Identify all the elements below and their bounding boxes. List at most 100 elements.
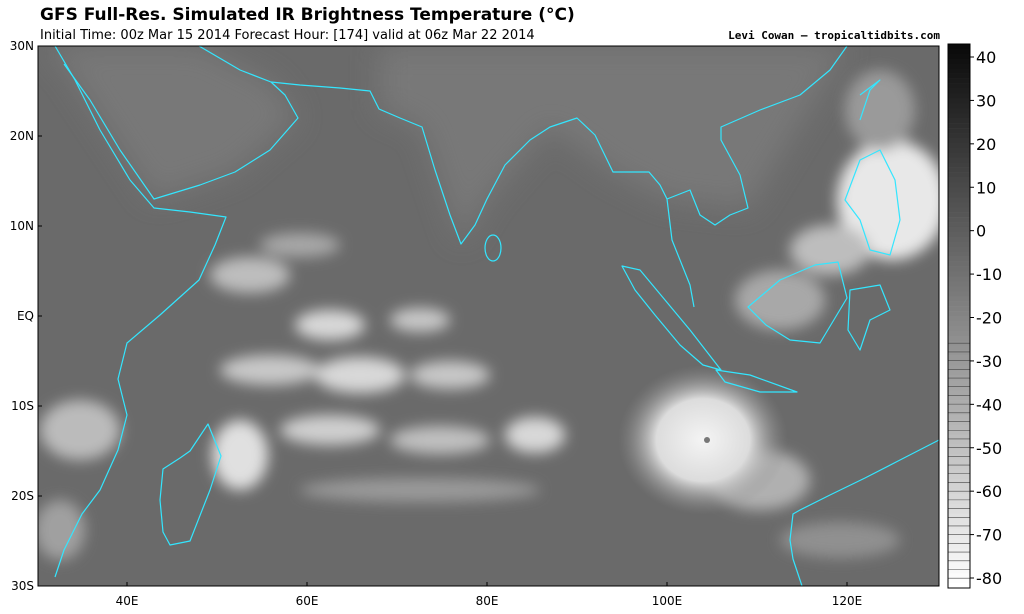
colorbar-swatch: [948, 118, 970, 124]
colorbar-swatch: [948, 133, 970, 139]
colorbar-swatch: [948, 464, 970, 470]
lat-label: 20S: [11, 489, 34, 503]
colorbar-swatch: [948, 405, 970, 411]
colorbar-swatch: [948, 320, 970, 327]
colorbar-swatch: [948, 142, 970, 149]
cyclone: [618, 365, 788, 515]
colorbar-swatch: [948, 53, 970, 60]
colorbar-swatch: [948, 459, 970, 465]
lon-label: 60E: [296, 594, 319, 608]
subtitle: Initial Time: 00z Mar 15 2014 Forecast H…: [40, 28, 535, 43]
colorbar-swatch: [948, 286, 970, 292]
colorbar-swatch: [948, 128, 970, 134]
lat-label: 30S: [11, 579, 34, 593]
colorbar-swatch: [948, 350, 970, 356]
colorbar-swatch: [948, 316, 970, 322]
colorbar-swatch: [948, 177, 970, 183]
lon-label: 80E: [476, 594, 499, 608]
colorbar-swatch: [948, 573, 970, 579]
colorbar-swatch: [948, 518, 970, 525]
lon-label: 120E: [832, 594, 863, 608]
colorbar-swatch: [948, 271, 970, 277]
colorbar-swatch: [948, 449, 970, 455]
colorbar-swatch: [948, 439, 970, 445]
colorbar-swatch: [948, 503, 970, 510]
colorbar-swatch: [948, 395, 970, 401]
colorbar-swatch: [948, 494, 970, 500]
colorbar-swatch: [948, 226, 970, 233]
colorbar-tick-label: -10: [976, 265, 1002, 284]
colorbar-swatch: [948, 543, 970, 549]
colorbar-swatch: [948, 93, 970, 99]
colorbar-swatch: [948, 335, 970, 342]
colorbar-swatch: [948, 197, 970, 203]
colorbar-swatch: [948, 222, 970, 228]
colorbar-swatch: [948, 444, 970, 450]
colorbar-tick-label: -80: [976, 569, 1002, 588]
colorbar-swatch: [948, 301, 970, 307]
colorbar-swatch: [948, 113, 970, 119]
colorbar-swatch: [948, 137, 970, 144]
colorbar-swatch: [948, 157, 970, 163]
colorbar-tick-label: -70: [976, 526, 1002, 545]
colorbar-swatch: [948, 479, 970, 485]
colorbar-swatch: [948, 147, 970, 154]
colorbar-swatch: [948, 212, 970, 218]
colorbar-swatch: [948, 182, 970, 188]
land-shading: [38, 46, 847, 244]
colorbar-swatch: [948, 498, 970, 505]
colorbar-swatch: [948, 474, 970, 480]
colorbar-swatch: [948, 489, 970, 495]
colorbar-swatch: [948, 513, 970, 520]
colorbar-swatch: [948, 563, 970, 569]
colorbar-swatch: [948, 538, 970, 544]
colorbar-swatch: [948, 414, 970, 421]
colorbar-swatch: [948, 355, 970, 361]
colorbar-swatch: [948, 266, 970, 272]
colorbar-frame: [947, 43, 971, 589]
colorbar-swatch: [948, 281, 970, 287]
colorbar-tick-label: 20: [976, 135, 996, 154]
colorbar-swatch: [948, 533, 970, 539]
colorbar-swatch: [948, 276, 970, 282]
clouds: [38, 70, 939, 560]
colorbar-tick-label: 10: [976, 178, 996, 197]
colorbar-swatch: [948, 360, 970, 366]
colorbar-swatch: [948, 241, 970, 248]
colorbar-tick-label: -20: [976, 309, 1002, 328]
colorbar-swatch: [948, 523, 970, 529]
colorbar: 40 30 20 10 0 -10 -20 -30 -40 -50 -60 -70 -80: [947, 43, 1002, 589]
colorbar-swatch: [948, 528, 970, 534]
colorbar-swatch: [948, 429, 970, 435]
colorbar-swatch: [948, 419, 970, 426]
colorbar-swatch: [948, 424, 970, 431]
colorbar-tick-label: 30: [976, 91, 996, 110]
colorbar-swatch: [948, 256, 970, 262]
title: GFS Full-Res. Simulated IR Brightness Te…: [40, 5, 575, 25]
lat-label: 10S: [11, 399, 34, 413]
colorbar-swatch: [948, 553, 970, 559]
colorbar-swatch: [948, 345, 970, 351]
lat-label: 30N: [10, 39, 34, 53]
colorbar-swatch: [948, 578, 970, 584]
colorbar-swatch: [948, 187, 970, 193]
colorbar-swatch: [948, 261, 970, 267]
colorbar-swatch: [948, 236, 970, 243]
colorbar-swatch: [948, 217, 970, 223]
colorbar-swatch: [948, 568, 970, 574]
colorbar-swatch: [948, 44, 970, 50]
colorbar-swatch: [948, 68, 970, 74]
colorbar-swatch: [948, 311, 970, 317]
colorbar-swatch: [948, 385, 970, 391]
colorbar-swatch: [948, 246, 970, 253]
colorbar-swatch: [948, 390, 970, 396]
colorbar-swatch: [948, 251, 970, 257]
colorbar-swatch: [948, 123, 970, 129]
colorbar-tick-label: -60: [976, 482, 1002, 501]
credit: Levi Cowan – tropicaltidbits.com: [728, 29, 940, 42]
colorbar-swatch: [948, 469, 970, 475]
colorbar-tick-label: -30: [976, 352, 1002, 371]
colorbar-tick-label: -40: [976, 395, 1002, 414]
